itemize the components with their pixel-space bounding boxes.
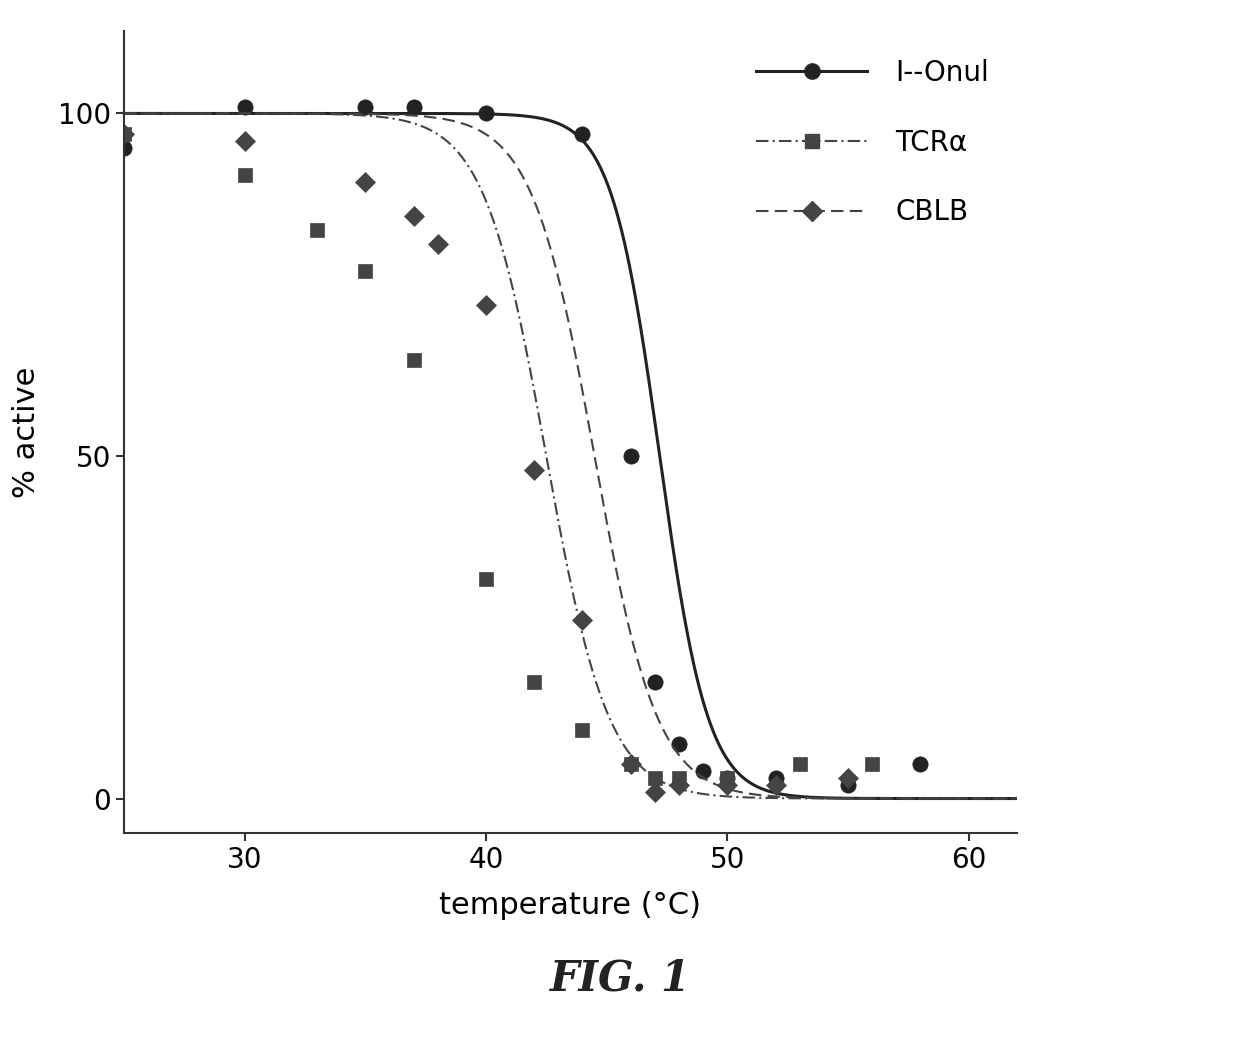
X-axis label: temperature (°C): temperature (°C) [439,891,702,919]
Text: FIG. 1: FIG. 1 [549,958,691,999]
Y-axis label: % active: % active [12,366,41,498]
Legend: I--Onul, TCRα, CBLB: I--Onul, TCRα, CBLB [743,45,1003,240]
